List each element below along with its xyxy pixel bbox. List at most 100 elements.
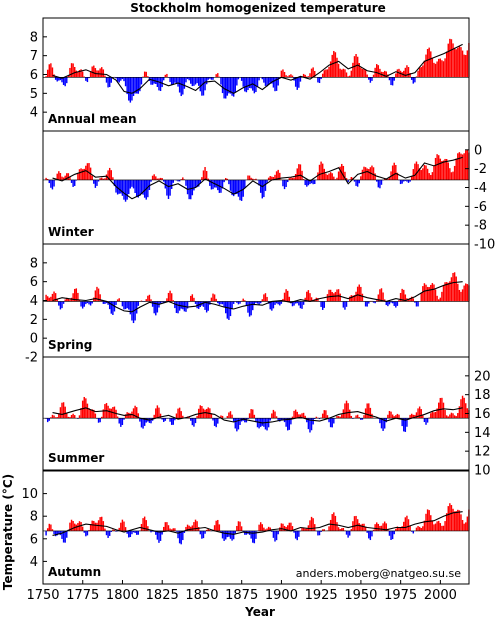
y-tick-label: 20: [474, 369, 491, 384]
bar: [191, 77, 194, 87]
bar: [237, 179, 240, 197]
bar: [339, 166, 341, 180]
bar: [183, 179, 186, 180]
bar: [199, 405, 202, 419]
bar: [283, 179, 286, 190]
bar: [193, 297, 195, 302]
bar: [439, 58, 442, 78]
bar: [463, 153, 465, 180]
bar: [123, 418, 125, 420]
bar: [422, 286, 424, 302]
bar: [99, 68, 101, 78]
bar: [250, 301, 252, 316]
bar: [418, 168, 421, 180]
bar: [366, 301, 368, 307]
bar: [150, 77, 152, 85]
bar: [420, 528, 422, 531]
bar: [96, 179, 98, 186]
bar: [62, 177, 65, 180]
bar: [383, 521, 386, 531]
bar: [296, 530, 298, 541]
bar: [333, 176, 335, 180]
bar: [132, 77, 135, 97]
bar: [447, 506, 449, 531]
bar: [457, 47, 459, 78]
bar: [403, 521, 405, 531]
bar: [269, 301, 271, 310]
bars: [45, 272, 470, 324]
bar: [261, 299, 263, 302]
bar: [85, 530, 87, 537]
bar: [342, 527, 345, 531]
bar: [64, 77, 66, 87]
bar: [356, 286, 359, 302]
bar: [116, 299, 119, 302]
bar: [148, 179, 151, 191]
x-tick-label: 1775: [66, 588, 99, 603]
bar: [434, 157, 437, 180]
bar: [282, 69, 284, 78]
bar: [239, 179, 241, 201]
bar: [417, 301, 419, 307]
bar: [318, 418, 321, 420]
bar: [163, 301, 165, 303]
bar: [237, 301, 240, 305]
bar: [161, 77, 163, 88]
bar: [306, 179, 308, 187]
bar: [450, 505, 453, 531]
bar: [388, 77, 391, 81]
bar: [342, 68, 345, 78]
bar: [422, 415, 424, 419]
bar: [391, 301, 394, 304]
bar: [434, 411, 437, 419]
bar: [245, 301, 248, 306]
bar: [207, 528, 209, 531]
bar: [387, 414, 389, 419]
bar: [449, 38, 451, 78]
bar: [410, 530, 413, 532]
bar: [395, 528, 397, 531]
bar: [396, 172, 399, 180]
bar: [196, 77, 198, 84]
bar: [264, 77, 267, 86]
bar: [137, 301, 140, 306]
bar: [272, 409, 275, 419]
bar: [320, 530, 322, 532]
bar: [174, 77, 176, 83]
bar: [46, 528, 49, 531]
bar: [388, 301, 391, 305]
bar: [72, 63, 74, 78]
bar: [229, 530, 232, 539]
bar: [301, 527, 303, 531]
bar: [75, 288, 78, 302]
bar: [347, 530, 349, 538]
bar: [363, 166, 365, 180]
bar: [404, 517, 407, 531]
bar: [188, 417, 190, 419]
bar: [414, 414, 416, 419]
bar: [185, 77, 187, 83]
bar: [415, 76, 418, 78]
bar: [62, 402, 65, 419]
bar: [461, 50, 464, 78]
bar: [137, 179, 140, 198]
bar: [306, 418, 308, 423]
bar: [393, 530, 395, 535]
bar: [135, 179, 138, 197]
chart-title: Stockholm homogenized temperature: [130, 1, 386, 15]
bar: [124, 301, 127, 310]
bar: [172, 528, 174, 531]
y-tick-label: 2: [30, 313, 38, 328]
bar: [207, 178, 209, 180]
bar: [277, 301, 279, 305]
bar: [291, 177, 294, 180]
bar: [234, 418, 236, 429]
bar: [121, 418, 124, 425]
bar: [379, 418, 381, 424]
bar: [410, 77, 413, 80]
bar: [205, 529, 208, 531]
bar: [293, 301, 295, 306]
bar: [215, 520, 217, 531]
bar: [85, 301, 87, 305]
bar: [156, 178, 159, 180]
